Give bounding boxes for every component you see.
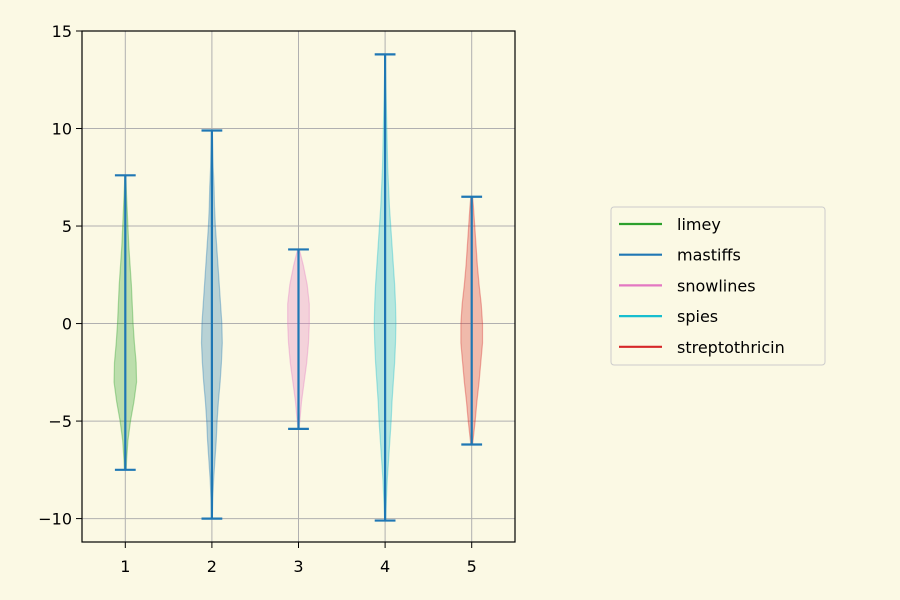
x-tick-label: 4 bbox=[380, 557, 390, 576]
x-tick-label: 1 bbox=[120, 557, 130, 576]
x-tick-label: 5 bbox=[467, 557, 477, 576]
legend-box bbox=[610, 206, 826, 366]
legend: limey mastiffs snowlines spies streptothrici… bbox=[610, 206, 826, 366]
legend-entry-label: spies bbox=[677, 307, 718, 326]
y-axis: −10 −5 0 5 10 15 bbox=[38, 22, 82, 529]
y-tick-label: 5 bbox=[62, 217, 72, 236]
x-axis: 1 2 3 4 5 bbox=[120, 542, 477, 576]
legend-entry-label: streptothricin bbox=[677, 338, 785, 357]
y-tick-label: 10 bbox=[52, 120, 72, 139]
y-tick-label: 0 bbox=[62, 315, 72, 334]
y-tick-label: −10 bbox=[38, 510, 72, 529]
y-tick-label: −5 bbox=[48, 412, 72, 431]
extrema-lines bbox=[114, 53, 483, 522]
legend-entry-label: limey bbox=[677, 215, 721, 234]
x-tick-label: 3 bbox=[293, 557, 303, 576]
y-tick-label: 15 bbox=[52, 22, 72, 41]
legend-entry-label: snowlines bbox=[677, 276, 756, 295]
legend-entry-label: mastiffs bbox=[677, 246, 741, 265]
x-tick-label: 2 bbox=[207, 557, 217, 576]
